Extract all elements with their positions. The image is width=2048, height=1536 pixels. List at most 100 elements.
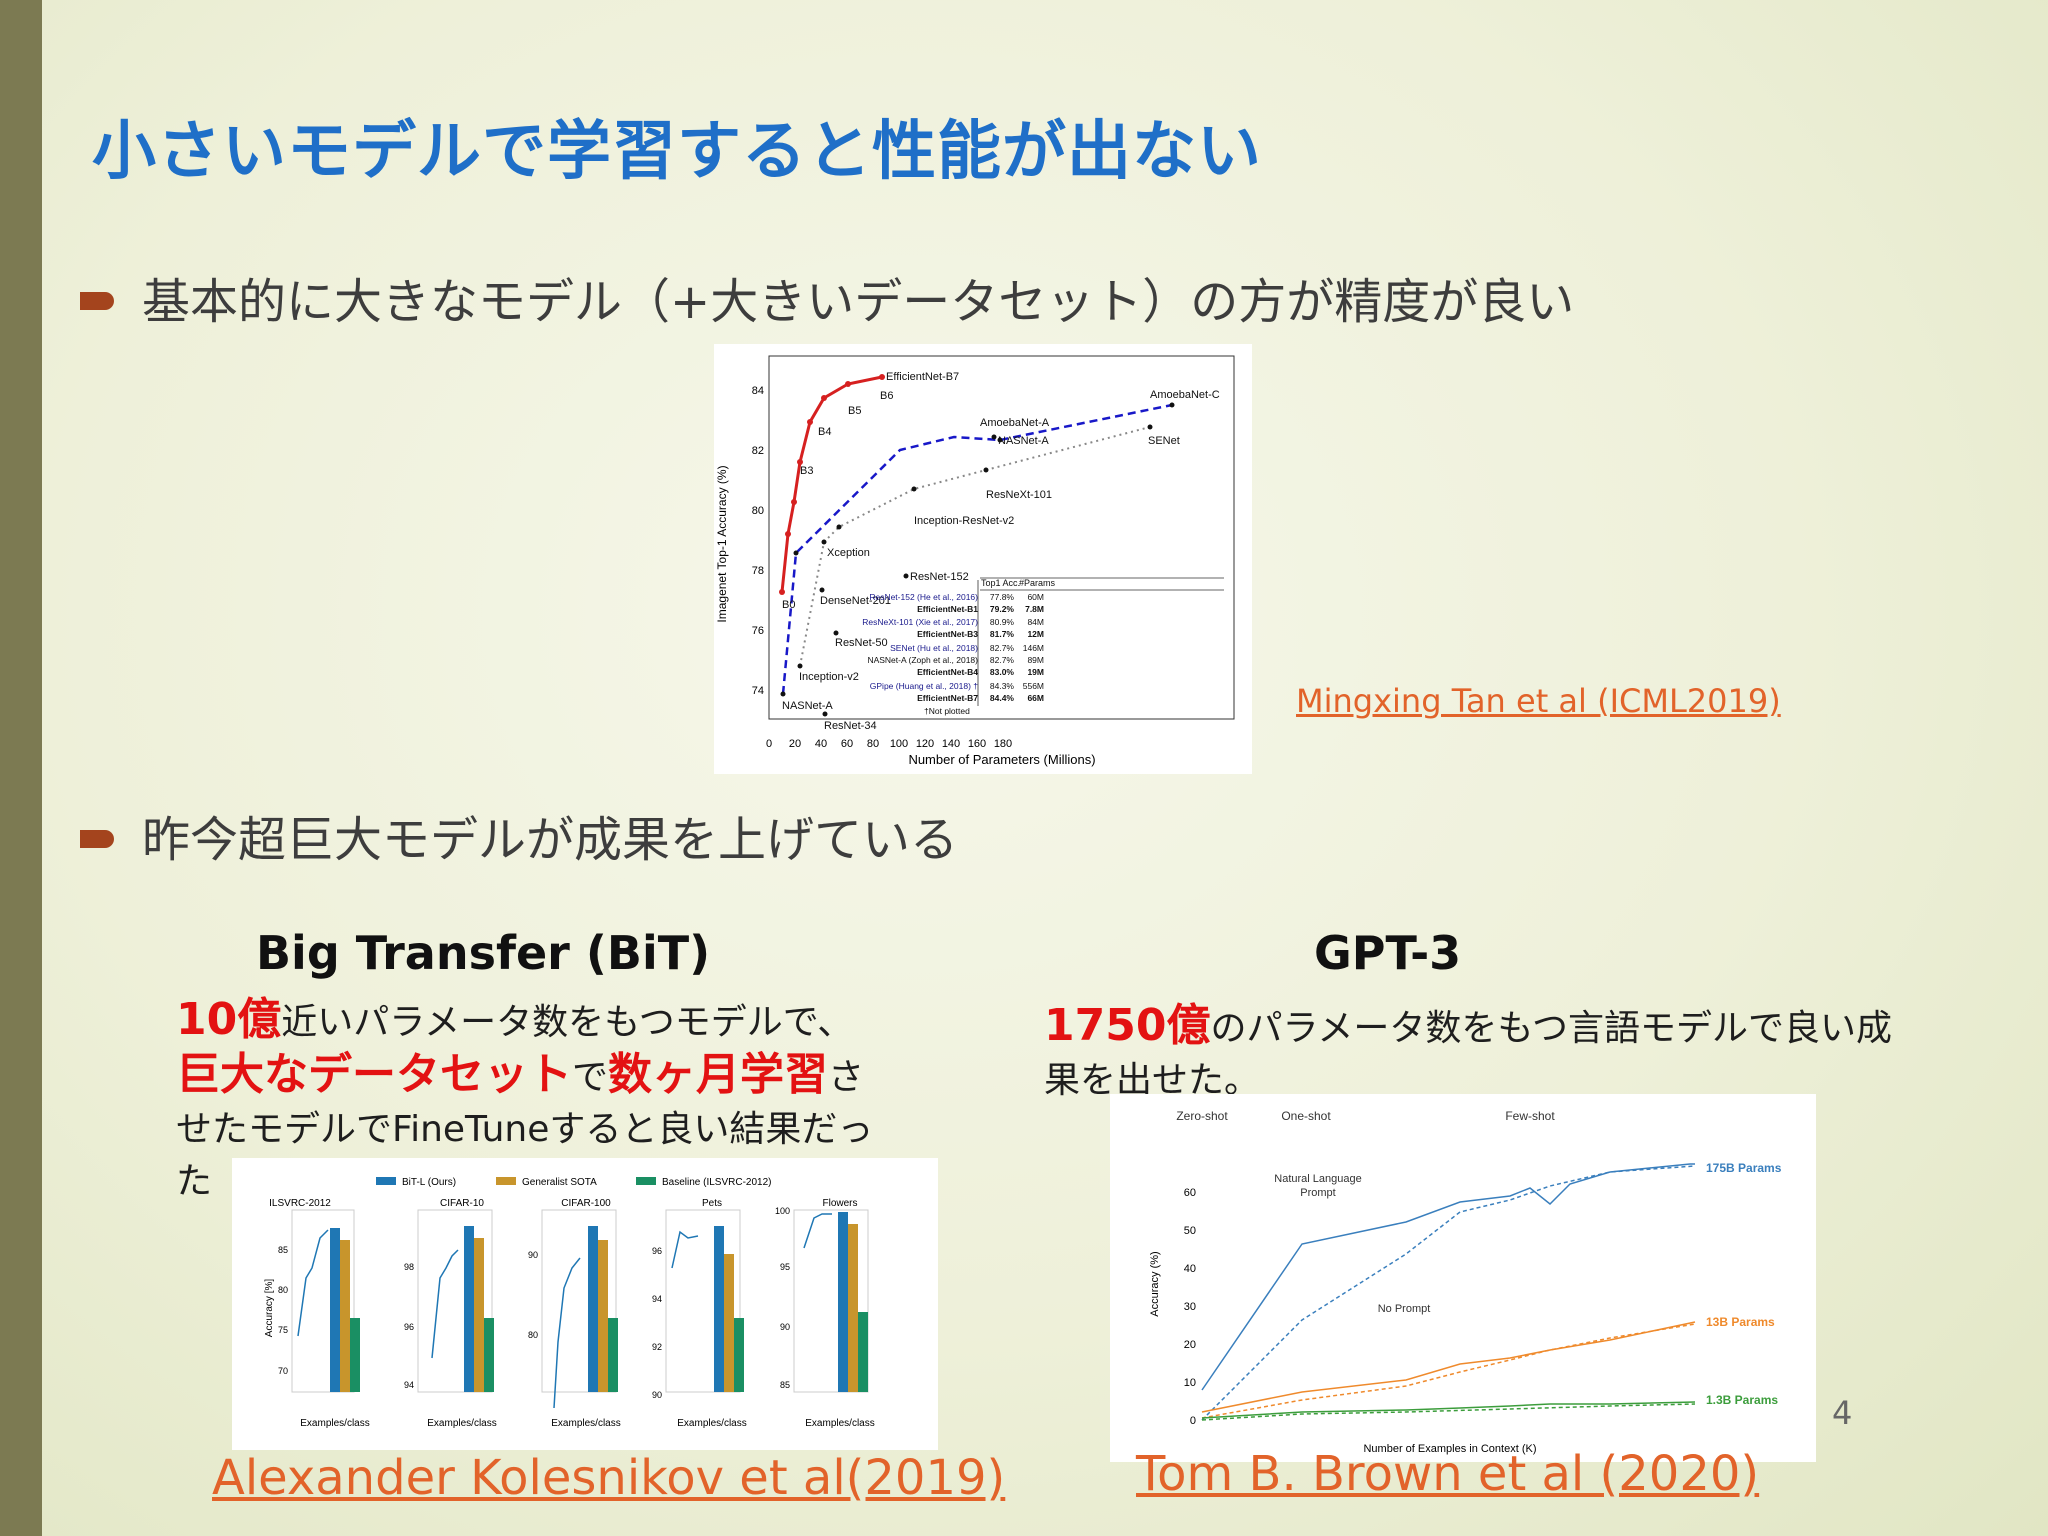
svg-text:Examples/class: Examples/class (805, 1418, 874, 1429)
gpt3-heading: GPT-3 (1314, 926, 1462, 980)
table-row-5-name: NASNet-A (Zoph et al., 2018) (867, 655, 978, 665)
svg-text:79.2%: 79.2% (990, 604, 1015, 614)
bullet-1: 基本的に大きなモデル（+大きいデータセット）の方が精度が良い (80, 262, 1574, 332)
svg-text:Examples/class: Examples/class (551, 1418, 620, 1429)
svg-text:90: 90 (652, 1390, 662, 1400)
svg-text:60M: 60M (1027, 592, 1044, 602)
bit-panel-flowers: Flowers 85 90 95 100 Examples/class (775, 1198, 875, 1429)
svg-text:Top1 Acc.: Top1 Acc. (981, 578, 1020, 588)
svg-text:ResNeXt-101: ResNeXt-101 (986, 489, 1052, 501)
series-label-13b: 13B Params (1706, 1315, 1775, 1329)
svg-text:90: 90 (528, 1250, 538, 1260)
bit-highlight-training: 数ヶ月学習 (608, 1049, 829, 1100)
svg-text:BiT-L (Ours): BiT-L (Ours) (402, 1177, 456, 1188)
xtick-180: 180 (994, 738, 1012, 750)
bit-panel-cifar10: CIFAR-10 94 96 98 Examples/class (404, 1198, 497, 1429)
ytick-78: 78 (752, 565, 764, 577)
svg-text:90: 90 (780, 1322, 790, 1332)
svg-text:96: 96 (652, 1246, 662, 1256)
svg-text:CIFAR-100: CIFAR-100 (561, 1198, 611, 1209)
svg-text:B3: B3 (800, 465, 813, 477)
table-row-3-name: EfficientNet-B3 (917, 629, 978, 639)
bit-legend: BiT-L (Ours) Generalist SOTA Baseline (I… (376, 1177, 772, 1188)
page-number: 4 (1832, 1394, 1853, 1432)
gpt3-series-labels: 175B Params 13B Params 1.3B Params (1706, 1161, 1782, 1407)
svg-text:ResNet-50: ResNet-50 (835, 637, 888, 649)
svg-text:Number of Examples in Context: Number of Examples in Context (K) (1363, 1443, 1536, 1455)
bullet-2-text: 昨今超巨大モデルが成果を上げている (142, 812, 959, 868)
svg-text:B5: B5 (848, 405, 861, 417)
svg-text:75: 75 (278, 1325, 288, 1335)
baseline-points (780, 402, 1175, 717)
effnet-xticks: 0 20 40 60 80 100 120 140 160 180 (766, 738, 1012, 750)
citation-brown-link[interactable]: Tom B. Brown et al (2020) (1136, 1446, 1760, 1502)
svg-text:77.8%: 77.8% (990, 592, 1015, 602)
citation-tan-link[interactable]: Mingxing Tan et al (ICML2019) (1296, 682, 1781, 720)
svg-text:Generalist SOTA: Generalist SOTA (522, 1177, 597, 1188)
gpt3-top-labels: Zero-shot One-shot Few-shot (1176, 1109, 1555, 1123)
table-row-4-name: SENet (Hu et al., 2018) (890, 643, 978, 653)
xtick-120: 120 (916, 738, 934, 750)
svg-text:One-shot: One-shot (1281, 1109, 1331, 1123)
xtick-100: 100 (890, 738, 908, 750)
svg-text:19M: 19M (1027, 667, 1044, 677)
svg-text:89M: 89M (1027, 655, 1044, 665)
xtick-60: 60 (841, 738, 853, 750)
svg-text:0: 0 (1190, 1415, 1196, 1427)
svg-text:30: 30 (1184, 1301, 1196, 1313)
bit-panel-pets: Pets 90 92 94 96 Examples/class (652, 1198, 747, 1429)
svg-text:Few-shot: Few-shot (1505, 1109, 1555, 1123)
citation-kolesnikov-link[interactable]: Alexander Kolesnikov et al(2019) (212, 1450, 1006, 1506)
svg-text:Inception-ResNet-v2: Inception-ResNet-v2 (914, 515, 1014, 527)
svg-text:AmoebaNet-C: AmoebaNet-C (1150, 389, 1220, 401)
svg-text:66M: 66M (1027, 693, 1044, 703)
bit-panel-cifar100: CIFAR-100 80 90 Examples/class (528, 1198, 621, 1429)
ytick-76: 76 (752, 625, 764, 637)
xtick-40: 40 (815, 738, 827, 750)
gpt3-figure: Zero-shot One-shot Few-shot Accuracy (%)… (1110, 1094, 1816, 1462)
effnet-table-cells: ResNet-152 (He et al., 2016) 77.8% 60M E… (862, 592, 1044, 716)
svg-text:100: 100 (775, 1206, 790, 1216)
efficientnet-chart: Imagenet Top-1 Accuracy (%) Number of Pa… (715, 355, 1235, 767)
svg-text:20: 20 (1184, 1339, 1196, 1351)
svg-text:10: 10 (1184, 1377, 1196, 1389)
bit-highlight-params: 10億 (176, 994, 282, 1045)
svg-text:84.4%: 84.4% (990, 693, 1015, 703)
svg-text:85: 85 (278, 1245, 288, 1255)
svg-text:94: 94 (652, 1294, 662, 1304)
svg-text:Accuracy (%): Accuracy (%) (1149, 1251, 1161, 1316)
table-row-1-name: EfficientNet-B1 (917, 604, 978, 614)
svg-text:80.9%: 80.9% (990, 617, 1015, 627)
ytick-74: 74 (752, 685, 764, 697)
xtick-80: 80 (867, 738, 879, 750)
svg-text:84.3%: 84.3% (990, 681, 1015, 691)
svg-text:7.8M: 7.8M (1025, 604, 1044, 614)
table-row-8-name: EfficientNet-B7 (917, 693, 978, 703)
svg-text:EfficientNet-B7: EfficientNet-B7 (886, 371, 959, 383)
slide-left-bar (0, 0, 42, 1536)
svg-text:98: 98 (404, 1262, 414, 1272)
gpt3-highlight-params: 1750億 (1044, 1000, 1211, 1051)
ytick-80: 80 (752, 505, 764, 517)
svg-text:Inception-v2: Inception-v2 (799, 671, 859, 683)
gpt3-yticks: 0 10 20 30 40 50 60 (1184, 1187, 1196, 1427)
bit-highlight-dataset: 巨大なデータセット (176, 1049, 572, 1100)
efficientnet-points (779, 374, 885, 595)
svg-text:Flowers: Flowers (822, 1198, 857, 1209)
table-row-0-name: ResNet-152 (He et al., 2016) (869, 592, 978, 602)
table-note: †Not plotted (924, 706, 970, 716)
xtick-160: 160 (968, 738, 986, 750)
svg-text:94: 94 (404, 1380, 414, 1390)
series-label-175b: 175B Params (1706, 1161, 1782, 1175)
xtick-0: 0 (766, 738, 772, 750)
bit-description: 10億近いパラメータ数をもつモデルで、 巨大なデータセットで数ヶ月学習さ せたモ… (176, 994, 874, 1202)
table-row-2-name: ResNeXt-101 (Xie et al., 2017) (862, 617, 978, 627)
svg-text:146M: 146M (1023, 643, 1044, 653)
bullet-2: 昨今超巨大モデルが成果を上げている (80, 800, 958, 870)
svg-text:80: 80 (528, 1330, 538, 1340)
svg-text:Zero-shot: Zero-shot (1176, 1109, 1228, 1123)
svg-text:85: 85 (780, 1380, 790, 1390)
svg-text:92: 92 (652, 1342, 662, 1352)
svg-text:81.7%: 81.7% (990, 629, 1015, 639)
svg-text:Natural Language: Natural Language (1274, 1173, 1361, 1185)
